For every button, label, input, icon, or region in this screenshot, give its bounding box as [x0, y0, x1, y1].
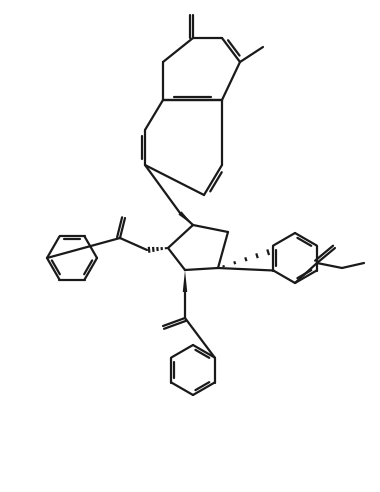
Polygon shape — [179, 212, 193, 225]
Polygon shape — [183, 270, 187, 292]
